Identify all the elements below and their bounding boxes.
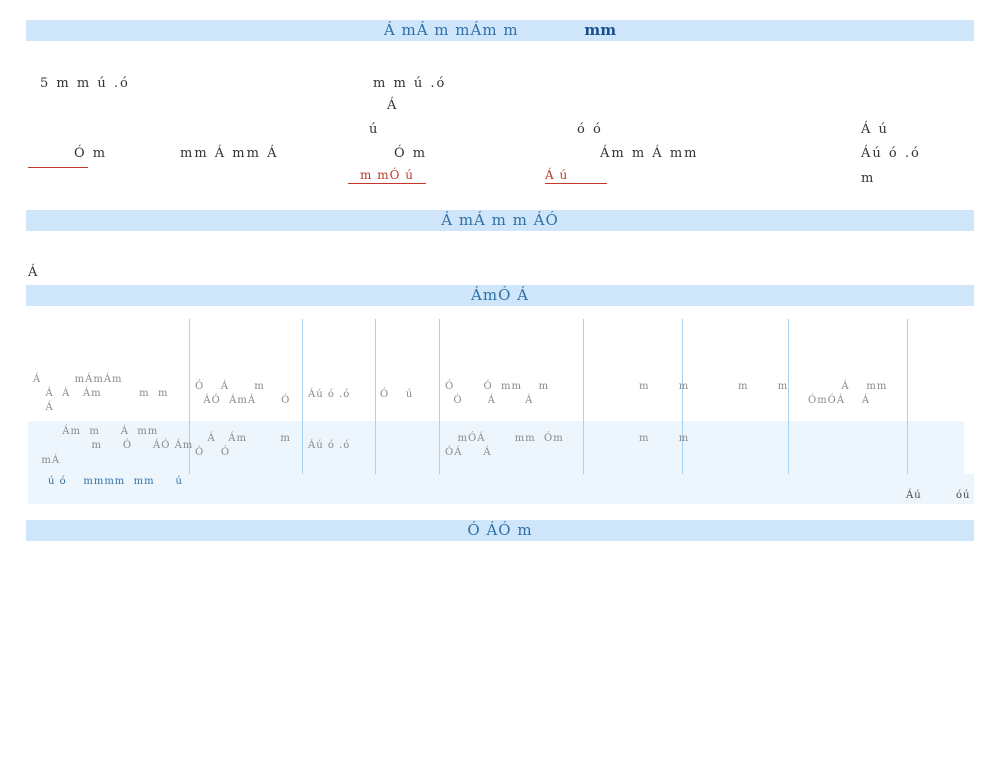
info-line-7: Ó m [74,146,108,161]
table-cell: Á mm [808,381,888,392]
table-cell: mÓÁ mm Óm [445,433,564,444]
column-divider [682,319,683,474]
column-divider [583,319,584,474]
table-footer-text: óú [956,490,971,501]
section-header-4-text: Ó ÁÓ m [467,521,533,539]
column-divider [189,319,190,474]
table-cell: Ó Á Á [445,395,534,406]
table-cell: Ó Á m [195,381,265,392]
table-cell: m Ó ÁÓ Ám [33,440,194,451]
table-cell: Ó Ó mm m [445,381,550,392]
section-header-1-accent: mm [584,21,617,39]
table-row [28,421,964,474]
data-table: Á mÁmÁm Á Á Ám m m Á Ó Á m ÁÓ ÁmÁ Ó Áú ó… [28,319,974,504]
table-cell: ÓÁ Á [445,447,492,458]
table-cell: ÓmÓÁ Á [808,395,871,406]
table-cell: Á [33,402,54,413]
info-line-8: mm Á mm Á [180,146,279,161]
column-divider [907,319,908,474]
table-footer-link[interactable]: ú ó mmmm mm ú [48,476,183,487]
section-header-2-text: Á mÁ m m ÁÓ [441,211,559,229]
section-header-4: Ó ÁÓ m [26,520,974,541]
link-c[interactable]: Á ú [545,167,607,184]
info-line-1: 5 m m ú .ó [40,76,130,91]
table-cell: Ám m Á mm [33,426,159,437]
section-header-1: Á mÁ m mÁm m mm [26,20,974,41]
link-a[interactable] [28,167,88,168]
table-row-footer [28,474,974,504]
table-cell: mÁ [33,455,61,466]
section-header-3-text: ÁmÓ Á [471,286,529,304]
table-cell: m m [639,381,690,392]
link-b[interactable]: m mÓ ú [348,167,426,184]
section-header-1-text: Á mÁ m mÁm m [383,21,519,39]
table-cell: m m [738,381,789,392]
info-line-3: Á [387,98,399,113]
info-line-10: Ám m Á mm [600,146,699,161]
table-row [28,319,974,420]
section-header-3: ÁmÓ Á [26,285,974,306]
table-cell: Á Á Ám m m [33,388,169,399]
info-line-6: Á ú [861,122,889,137]
info-line-11: Áú ó .ó [861,146,921,161]
column-divider [439,319,440,474]
column-divider [375,319,376,474]
table-cell: Áú ó .ó [308,389,351,400]
info-line-9: Ó m [394,146,428,161]
section-header-2: Á mÁ m m ÁÓ [26,210,974,231]
table-cell: Ó ú [380,389,414,400]
table-cell: Á Ám m [195,433,291,444]
table-cell: m m [639,433,690,444]
info-line-5: ó ó [577,122,603,137]
table-cell: Ó Ó [195,447,231,458]
table-cell: ÁÓ ÁmÁ Ó [195,395,291,406]
column-divider [302,319,303,474]
info-line-2: m m ú .ó [373,76,447,91]
table-cell: Á mÁmÁm [33,374,123,385]
note-text: Á [28,265,40,280]
column-divider [788,319,789,474]
info-line-4: ú [369,122,380,137]
info-line-12: m [861,171,876,186]
table-footer-text: Áú [906,490,922,501]
table-cell: Áú ó .ó [308,440,351,451]
